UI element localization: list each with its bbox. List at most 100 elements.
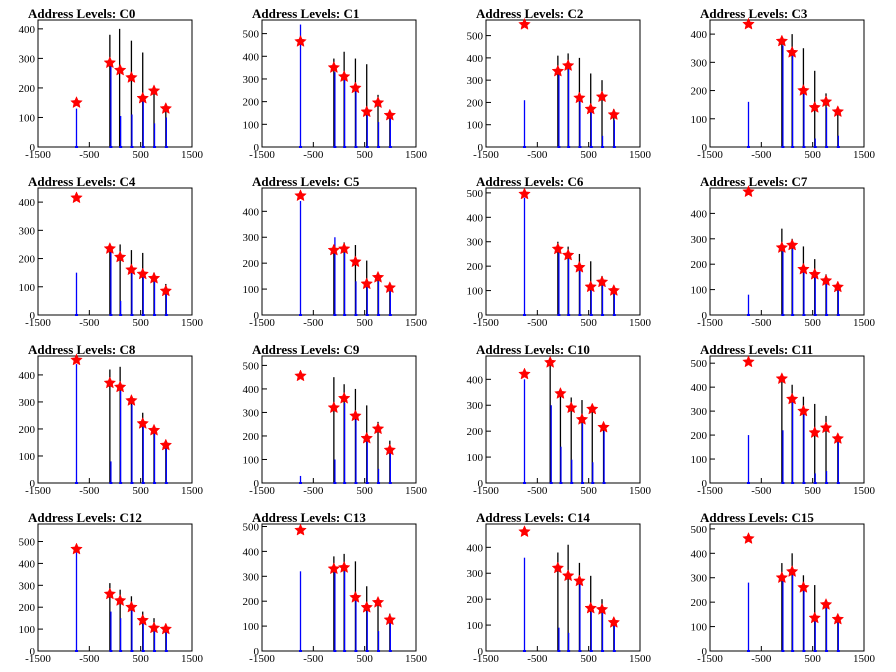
peak-star-marker (819, 597, 833, 610)
peak-star-marker (819, 421, 833, 434)
peak-star-marker (607, 108, 621, 121)
chart-title: Address Levels: C15 (700, 510, 814, 525)
peak-star-marker (159, 438, 173, 451)
chart-title: Address Levels: C7 (700, 174, 808, 189)
chart-plot: 0 100 200 300 400 -1500 -500 500 1500 (19, 187, 204, 329)
y-tick-label: 300 (19, 225, 36, 237)
chart-panel: Address Levels: C2 0 100 200 300 400 500 -1500 -… (448, 0, 672, 168)
y-tick-label: 0 (254, 142, 260, 154)
y-tick-label: 300 (467, 400, 484, 412)
peak-star-marker (607, 615, 621, 628)
x-tick-label: 1500 (405, 317, 428, 329)
plot-frame (261, 523, 417, 652)
y-tick-label: 200 (243, 431, 260, 443)
x-tick-label: 500 (580, 149, 597, 161)
peak-star-marker (573, 574, 586, 587)
peak-star-marker (595, 275, 609, 288)
peak-star-marker (561, 569, 575, 582)
peak-star-marker (573, 91, 586, 104)
y-tick-label: 300 (243, 407, 260, 419)
plot-frame (709, 19, 865, 148)
y-tick-label: 200 (19, 602, 36, 614)
peak-star-marker (597, 420, 610, 433)
chart-plot: 0 100 200 300 400 -1500 -500 500 1500 (19, 353, 204, 497)
chart-panel: Address Levels: C7 0 100 200 300 400 -1500 -500… (672, 168, 896, 336)
peak-star-marker (831, 105, 845, 118)
y-tick-label: 500 (467, 188, 484, 200)
peak-star-marker (125, 70, 138, 83)
x-tick-label: 1500 (629, 653, 652, 665)
peak-star-marker (103, 56, 117, 69)
peak-star-marker (595, 602, 609, 615)
x-tick-label: 500 (804, 317, 821, 329)
x-tick-label: -1500 (25, 653, 51, 665)
x-tick-label: -1500 (249, 317, 275, 329)
x-tick-label: -1500 (697, 149, 723, 161)
chart-plot: 0 100 200 300 400 500 -1500 -500 500 1500 (691, 523, 876, 665)
peak-star-marker (360, 277, 374, 290)
peak-star-marker (518, 17, 531, 30)
x-tick-label: 1500 (629, 485, 652, 497)
peak-star-marker (785, 45, 799, 58)
y-tick-label: 400 (467, 53, 484, 65)
plot-frame (37, 19, 193, 148)
y-tick-label: 200 (691, 430, 708, 442)
y-tick-label: 200 (691, 86, 708, 98)
peak-star-marker (775, 372, 789, 385)
peak-star-marker (808, 267, 822, 280)
peak-star-marker (584, 280, 598, 293)
y-tick-label: 300 (243, 571, 260, 583)
y-tick-label: 400 (691, 29, 708, 41)
peak-star-marker (383, 108, 397, 121)
chart-title: Address Levels: C5 (252, 174, 360, 189)
y-tick-label: 0 (702, 310, 708, 322)
x-tick-label: 500 (356, 653, 373, 665)
x-tick-label: -500 (79, 485, 100, 497)
peak-star-marker (147, 271, 161, 284)
x-tick-label: 1500 (405, 485, 428, 497)
peak-star-marker (360, 600, 374, 613)
chart-panel: Address Levels: C3 0 100 200 300 400 -1500 -500… (672, 0, 896, 168)
x-tick-label: -1500 (249, 149, 275, 161)
peak-star-marker (113, 250, 127, 263)
x-tick-label: -1500 (473, 317, 499, 329)
peak-star-marker (819, 274, 833, 287)
y-tick-label: 400 (243, 206, 260, 218)
y-tick-label: 400 (19, 24, 36, 36)
peak-star-marker (585, 402, 599, 415)
x-tick-label: -500 (527, 485, 548, 497)
chart-panel: Address Levels: C10 0 100 200 300 400 -1500 -50… (448, 336, 672, 504)
chart-title: Address Levels: C10 (476, 342, 590, 357)
y-tick-label: 200 (243, 596, 260, 608)
y-tick-label: 0 (254, 310, 260, 322)
y-tick-label: 100 (467, 620, 484, 632)
y-tick-label: 0 (30, 310, 36, 322)
y-tick-label: 0 (254, 478, 260, 490)
y-tick-label: 200 (467, 594, 484, 606)
chart-plot: 0 100 200 300 400 500 -1500 -500 500 1500 (467, 187, 652, 329)
peak-star-marker (797, 580, 810, 593)
chart-plot: 0 100 200 300 400 500 -1500 -500 500 1500 (243, 355, 428, 497)
y-tick-label: 500 (19, 537, 36, 549)
y-tick-label: 0 (254, 646, 260, 658)
y-tick-label: 400 (467, 542, 484, 554)
y-tick-label: 100 (467, 120, 484, 132)
peak-star-marker (337, 70, 351, 83)
plot-frame (37, 355, 193, 484)
x-tick-label: -1500 (697, 485, 723, 497)
x-tick-label: 500 (580, 485, 597, 497)
peak-star-marker (518, 367, 531, 380)
plot-frame (261, 187, 417, 316)
peak-star-marker (70, 353, 83, 366)
y-tick-label: 400 (19, 558, 36, 570)
x-tick-label: -1500 (697, 653, 723, 665)
x-tick-label: -1500 (473, 149, 499, 161)
y-tick-label: 100 (243, 284, 260, 296)
y-tick-label: 200 (467, 261, 484, 273)
y-tick-label: 100 (243, 454, 260, 466)
x-tick-label: -500 (303, 317, 324, 329)
chart-panel: Address Levels: C0 0 100 200 300 400 -1500 -500… (0, 0, 224, 168)
y-tick-label: 0 (30, 142, 36, 154)
peak-star-marker (136, 416, 150, 429)
